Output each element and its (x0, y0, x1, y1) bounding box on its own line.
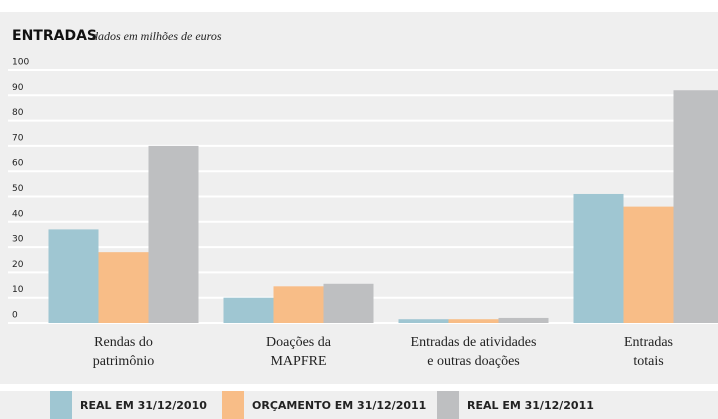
y-tick-label: 60 (12, 159, 24, 169)
y-tick-label: 40 (12, 209, 24, 219)
legend-label: REAL EM 31/12/2010 (80, 399, 207, 412)
bar (498, 317, 549, 323)
y-tick-label: 90 (12, 83, 24, 93)
chart-title: ENTRADAS (12, 28, 97, 44)
legend-background (0, 391, 718, 419)
bar (223, 297, 274, 323)
x-tick-label: patrimônio (93, 354, 154, 369)
bar (98, 252, 149, 323)
bar (273, 286, 324, 323)
chart-subtitle: dados em milhões de euros (92, 29, 222, 43)
bar (673, 90, 718, 324)
bar (448, 319, 499, 323)
x-tick-label: Rendas do (94, 335, 153, 350)
legend-swatch (437, 391, 459, 419)
legend-swatch (50, 391, 72, 419)
legend-label: ORÇAMENTO EM 31/12/2011 (252, 399, 426, 412)
y-tick-label: 30 (12, 235, 24, 245)
x-tick-label: totais (633, 354, 663, 369)
bar (48, 229, 99, 323)
x-tick-label: Entradas de atividades (411, 335, 537, 350)
bar (323, 283, 374, 323)
bar (148, 145, 199, 323)
legend-label: REAL EM 31/12/2011 (467, 399, 594, 412)
y-tick-label: 80 (12, 108, 24, 118)
bar (573, 193, 624, 323)
x-tick-label: MAPFRE (270, 354, 326, 369)
x-tick-label: Entradas (624, 335, 673, 350)
y-tick-label: 100 (12, 58, 29, 68)
x-tick-label: Doações da (266, 335, 332, 350)
legend-swatch (222, 391, 244, 419)
y-tick-label: 70 (12, 133, 24, 143)
bar (623, 206, 674, 323)
bar (398, 319, 449, 323)
y-tick-label: 20 (12, 260, 24, 270)
y-tick-label: 50 (12, 184, 24, 194)
y-tick-label: 0 (12, 311, 18, 321)
x-tick-label: e outras doações (427, 354, 520, 369)
y-tick-label: 10 (12, 285, 24, 295)
